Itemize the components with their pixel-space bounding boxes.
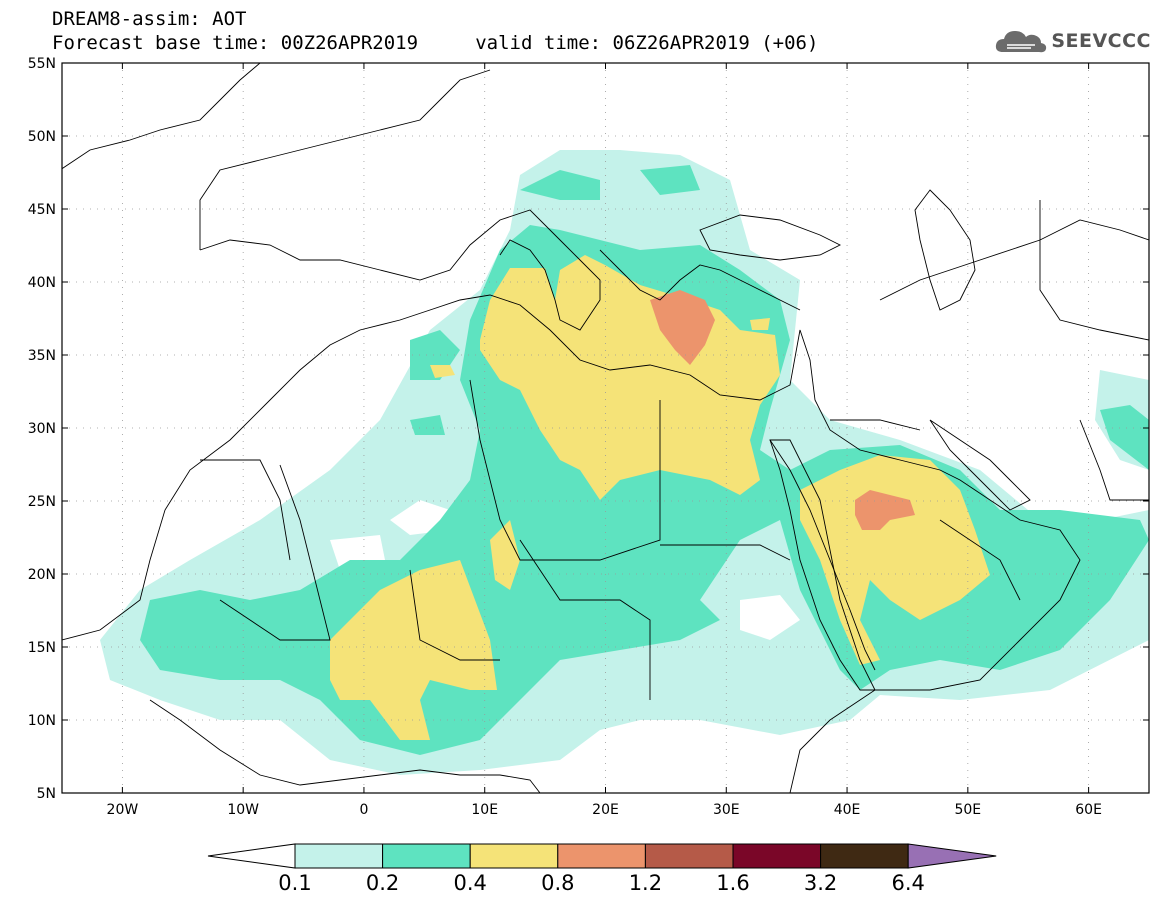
lon-label: 0	[359, 802, 368, 818]
colorbar-label: 0.2	[366, 871, 399, 895]
forecast-time-line: Forecast base time: 00Z26APR2019 valid t…	[52, 32, 819, 54]
colorbar-segment	[557, 843, 646, 869]
lon-label: 20W	[107, 802, 139, 818]
lat-label: 30N	[28, 421, 56, 437]
lat-label: 10N	[28, 713, 56, 729]
lon-label: 50E	[954, 802, 981, 818]
lon-label: 30E	[713, 802, 740, 818]
lat-label: 25N	[28, 494, 56, 510]
lat-label: 20N	[28, 567, 56, 583]
lat-label: 40N	[28, 275, 56, 291]
lon-label: 10W	[227, 802, 259, 818]
aot-shading	[100, 150, 1149, 775]
colorbar-segment	[294, 843, 384, 869]
colorbar-over-arrow	[907, 843, 997, 869]
map-gridlines	[62, 63, 1149, 793]
colorbar-segment	[469, 843, 559, 869]
lat-label: 55N	[28, 56, 56, 72]
colorbar-label: 0.4	[453, 871, 486, 895]
colorbar: 0.1 0.2 0.4 0.8 1.2 1.6 3.2 6.4	[207, 843, 997, 895]
lon-label: 60E	[1075, 802, 1102, 818]
colorbar-segment	[820, 843, 909, 869]
cloud-logo-icon	[996, 31, 1047, 53]
lat-label: 50N	[28, 129, 56, 145]
colorbar-label: 1.6	[716, 871, 749, 895]
axis-ticks	[62, 62, 1149, 794]
lat-label: 15N	[28, 640, 56, 656]
colorbar-under-arrow	[207, 843, 296, 869]
chart-title: DREAM8-assim: AOT	[52, 8, 247, 30]
colorbar-segment	[382, 843, 471, 869]
coastlines-and-borders	[62, 63, 1149, 793]
colorbar-segment	[732, 843, 822, 869]
lat-label: 45N	[28, 202, 56, 218]
aot-level-0-8	[650, 290, 915, 530]
colorbar-label: 3.2	[804, 871, 837, 895]
logo-text: SEEVCCC	[1051, 30, 1151, 52]
colorbar-label: 6.4	[891, 871, 924, 895]
lon-label: 20E	[592, 802, 619, 818]
lat-label: 35N	[28, 348, 56, 364]
seevccc-logo: SEEVCCC	[995, 24, 1151, 58]
colorbar-label: 1.2	[629, 871, 662, 895]
latitude-labels: 55N 50N 45N 40N 35N 30N 25N 20N 15N 10N 5N	[28, 56, 56, 802]
colorbar-label: 0.1	[278, 871, 311, 895]
colorbar-segment	[644, 843, 734, 869]
longitude-labels: 20W 10W 0 10E 20E 30E 40E 50E 60E	[107, 802, 1102, 818]
colorbar-label: 0.8	[541, 871, 574, 895]
lon-label: 10E	[471, 802, 498, 818]
lon-label: 40E	[834, 802, 861, 818]
lat-label: 5N	[37, 786, 56, 802]
